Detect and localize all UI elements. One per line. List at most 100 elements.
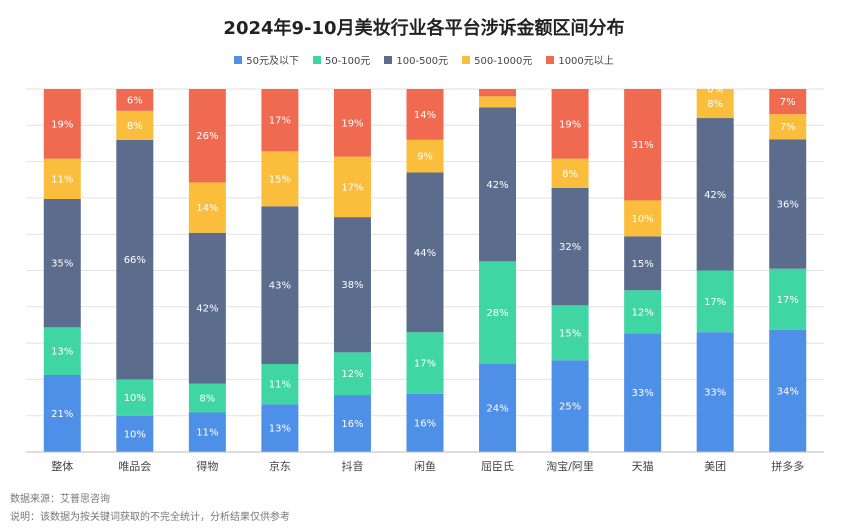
- data-label: 14%: [196, 203, 218, 214]
- bar-segment: [624, 200, 662, 237]
- bar-segment: [551, 360, 589, 452]
- bar-segment: [116, 139, 154, 380]
- bar-segment: [406, 139, 444, 173]
- bar-segment: [479, 96, 517, 108]
- data-label: 42%: [486, 180, 508, 191]
- data-label: 8%: [562, 169, 578, 180]
- bar-segment: [624, 333, 662, 452]
- data-label: 15%: [559, 328, 581, 339]
- bar-segment: [479, 107, 517, 262]
- x-tick-label: 拼多多: [771, 459, 804, 473]
- data-label: 13%: [51, 347, 73, 358]
- legend-item: 500-1000元: [462, 52, 532, 67]
- bar-segment: [551, 158, 589, 188]
- data-label: 33%: [704, 388, 726, 399]
- bar-segment: [116, 89, 154, 111]
- bar-segment: [188, 232, 226, 384]
- data-label: 10%: [124, 429, 146, 440]
- data-label: 42%: [196, 304, 218, 315]
- data-label: 12%: [632, 307, 654, 318]
- data-label: 16%: [414, 418, 436, 429]
- bar-segment: [406, 172, 444, 333]
- bar-segment: [769, 268, 807, 330]
- data-label: 19%: [51, 119, 73, 130]
- legend-label: 50元及以下: [246, 56, 299, 67]
- bar-segment: [769, 89, 807, 115]
- chart-legend: 50元及以下 50-100元 100-500元 500-1000元 1000元以上: [0, 52, 848, 67]
- bar-segment: [261, 206, 299, 364]
- data-label: 35%: [51, 259, 73, 270]
- data-label: 7%: [780, 97, 796, 108]
- data-label: 17%: [704, 297, 726, 308]
- data-label: 32%: [559, 242, 581, 253]
- bar-segment: [696, 118, 734, 271]
- data-label: 31%: [632, 140, 654, 151]
- bar-segment: [116, 110, 154, 140]
- bar-segment: [261, 151, 299, 207]
- legend-swatch: [234, 55, 243, 64]
- data-label: 11%: [269, 380, 291, 391]
- data-label: 24%: [486, 404, 508, 415]
- data-label: 8%: [127, 121, 143, 132]
- legend-item: 50元及以下: [234, 52, 299, 67]
- data-label: 21%: [51, 409, 73, 420]
- data-label: 10%: [124, 393, 146, 404]
- data-label: 6%: [127, 95, 143, 106]
- legend-swatch: [462, 55, 471, 64]
- bar-segment: [261, 364, 299, 405]
- bar-segment: [333, 217, 371, 353]
- data-label: 34%: [777, 386, 799, 397]
- x-tick-label: 闲鱼: [414, 459, 436, 473]
- data-label: 0%: [707, 85, 723, 96]
- x-tick-label: 天猫: [632, 460, 654, 473]
- chart-title: 2024年9-10月美妆行业各平台涉诉金额区间分布: [223, 18, 625, 39]
- legend-swatch: [546, 55, 555, 64]
- bar-segment: [769, 139, 807, 269]
- bar-segment: [406, 393, 444, 452]
- bar-segment: [479, 364, 517, 452]
- legend-label: 50-100元: [324, 56, 371, 67]
- bar-segment: [188, 182, 226, 233]
- x-tick-label: 淘宝/阿里: [546, 459, 594, 473]
- x-tick-label: 屈臣氏: [481, 460, 514, 473]
- bar-segment: [261, 89, 299, 152]
- bar-segment: [406, 332, 444, 394]
- bar-segment: [551, 188, 589, 306]
- bar-segment: [624, 236, 662, 291]
- footer-source: 数据来源：艾普思咨询: [10, 494, 110, 505]
- data-label: 36%: [777, 200, 799, 211]
- data-label: 43%: [269, 281, 291, 292]
- bar-segment: [551, 89, 589, 159]
- data-label: 17%: [777, 295, 799, 306]
- footer-note: 说明：该数据为按关键词获取的不完全统计，分析结果仅供参考: [10, 512, 290, 523]
- data-label: 8%: [199, 394, 215, 405]
- data-label: 8%: [707, 99, 723, 110]
- data-label: 12%: [341, 369, 363, 380]
- x-tick-label: 美团: [704, 460, 726, 473]
- legend-label: 100-500元: [396, 56, 449, 67]
- legend-swatch: [384, 55, 393, 64]
- bar-segment: [43, 199, 81, 328]
- data-label: 25%: [559, 402, 581, 413]
- data-label: 44%: [414, 248, 436, 259]
- bar-segment: [479, 261, 517, 364]
- data-label: 19%: [559, 119, 581, 130]
- bar-segment: [696, 270, 734, 333]
- legend-item: 100-500元: [384, 52, 448, 67]
- legend-item: 1000元以上: [546, 52, 614, 67]
- bar-segment: [624, 89, 662, 201]
- bar-segment: [333, 89, 371, 157]
- bar-segment: [43, 375, 81, 452]
- x-tick-label: 整体: [51, 459, 73, 473]
- x-tick-label: 得物: [196, 459, 218, 473]
- bar-segment: [188, 412, 226, 452]
- bar-segment: [43, 158, 81, 199]
- legend-item: 50-100元: [312, 52, 371, 67]
- bar-segment: [43, 327, 81, 375]
- data-label: 28%: [486, 308, 508, 319]
- data-label: 19%: [341, 118, 363, 129]
- data-label: 13%: [269, 424, 291, 435]
- data-label: 15%: [269, 174, 291, 185]
- data-label: 17%: [269, 116, 291, 127]
